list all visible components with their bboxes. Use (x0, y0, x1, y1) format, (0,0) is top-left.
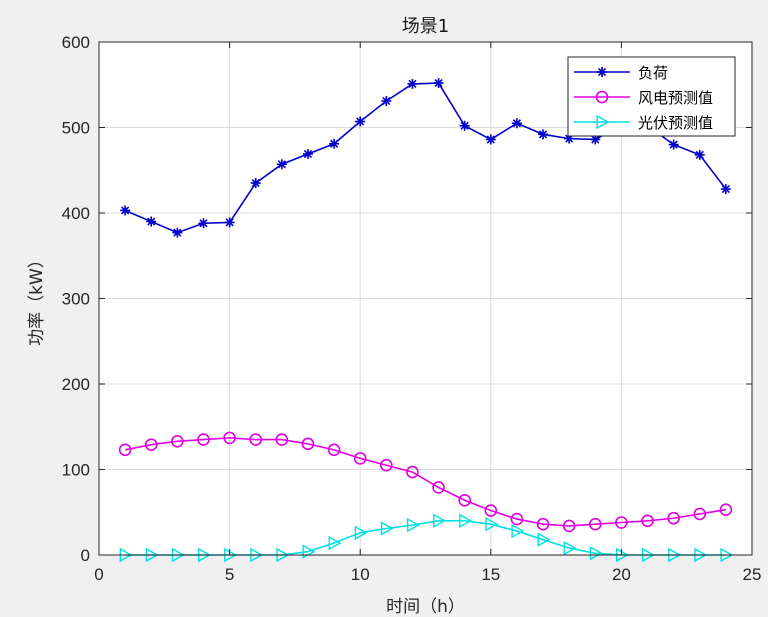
series-2 (118, 431, 733, 533)
legend-label: 负荷 (638, 64, 668, 82)
data-point (197, 433, 210, 446)
data-point (720, 184, 731, 195)
data-point (511, 523, 525, 539)
data-point (537, 532, 551, 547)
legend-item: 光伏预测值 (574, 114, 713, 132)
data-point (667, 511, 680, 525)
data-point (485, 517, 499, 532)
data-point (355, 116, 366, 127)
data-point (511, 118, 522, 129)
data-point (538, 129, 549, 140)
data-point (407, 78, 418, 89)
data-point (249, 433, 263, 446)
data-point (301, 437, 315, 451)
data-point (172, 227, 183, 238)
data-point (327, 443, 341, 457)
data-point (458, 493, 471, 507)
data-point (353, 452, 367, 465)
data-point (563, 540, 577, 556)
y-axis-title: 功率（kW） (27, 251, 47, 346)
x-tick-label: 5 (225, 565, 234, 584)
data-point (328, 535, 342, 551)
data-point (118, 443, 132, 457)
data-point (719, 503, 733, 516)
x-tick-label: 25 (743, 565, 762, 584)
data-point (433, 513, 447, 528)
y-tick-label: 200 (62, 375, 90, 394)
data-point (275, 433, 289, 446)
data-point (250, 178, 261, 189)
data-point (146, 216, 157, 227)
x-tick-label: 20 (612, 565, 631, 584)
y-tick-label: 400 (62, 204, 90, 223)
data-point (144, 438, 158, 452)
data-point (459, 513, 473, 528)
data-point (432, 481, 445, 494)
data-point (276, 159, 287, 170)
data-point (381, 95, 392, 106)
data-point (406, 465, 419, 479)
data-point (562, 519, 576, 533)
data-point (588, 517, 602, 531)
data-point (459, 120, 470, 131)
x-tick-label: 10 (351, 565, 370, 584)
data-point (484, 504, 498, 517)
data-point (510, 512, 524, 526)
data-point (485, 134, 496, 145)
data-point (380, 521, 394, 536)
data-point (433, 78, 444, 89)
data-point (406, 517, 420, 533)
axis-ticks: 0 5 10 15 20 25 0 100 200 300 400 500 600 (62, 33, 762, 584)
data-point (641, 514, 654, 528)
data-point (171, 434, 184, 448)
legend-label: 风电预测值 (638, 89, 713, 107)
data-point (380, 458, 393, 472)
x-axis-title: 时间（h） (386, 597, 465, 617)
data-point (589, 546, 603, 561)
data-point (668, 139, 679, 150)
legend-marker (596, 114, 610, 130)
y-tick-label: 600 (62, 33, 90, 52)
series-line-2 (124, 437, 727, 527)
data-point (694, 149, 705, 160)
legend-marker (597, 67, 607, 77)
data-point (302, 149, 313, 160)
legend-item: 风电预测值 (574, 89, 713, 107)
data-point (354, 525, 368, 540)
chart-title: 场景1 (402, 16, 449, 37)
data-point (120, 205, 131, 216)
x-tick-label: 0 (94, 565, 103, 584)
legend-label: 光伏预测值 (638, 114, 713, 132)
y-tick-label: 0 (81, 546, 90, 565)
x-tick-label: 15 (481, 565, 500, 584)
data-point (536, 517, 550, 531)
series-layer (118, 78, 734, 563)
y-tick-label: 300 (62, 290, 90, 309)
data-point (693, 507, 707, 521)
data-point (198, 218, 209, 229)
data-point (224, 217, 235, 228)
y-tick-label: 500 (62, 119, 90, 138)
data-point (615, 516, 628, 529)
data-point (329, 138, 340, 149)
data-point (223, 431, 236, 445)
legend-item: 负荷 (574, 64, 668, 82)
legend-marker (595, 90, 609, 104)
y-tick-label: 100 (62, 461, 90, 480)
